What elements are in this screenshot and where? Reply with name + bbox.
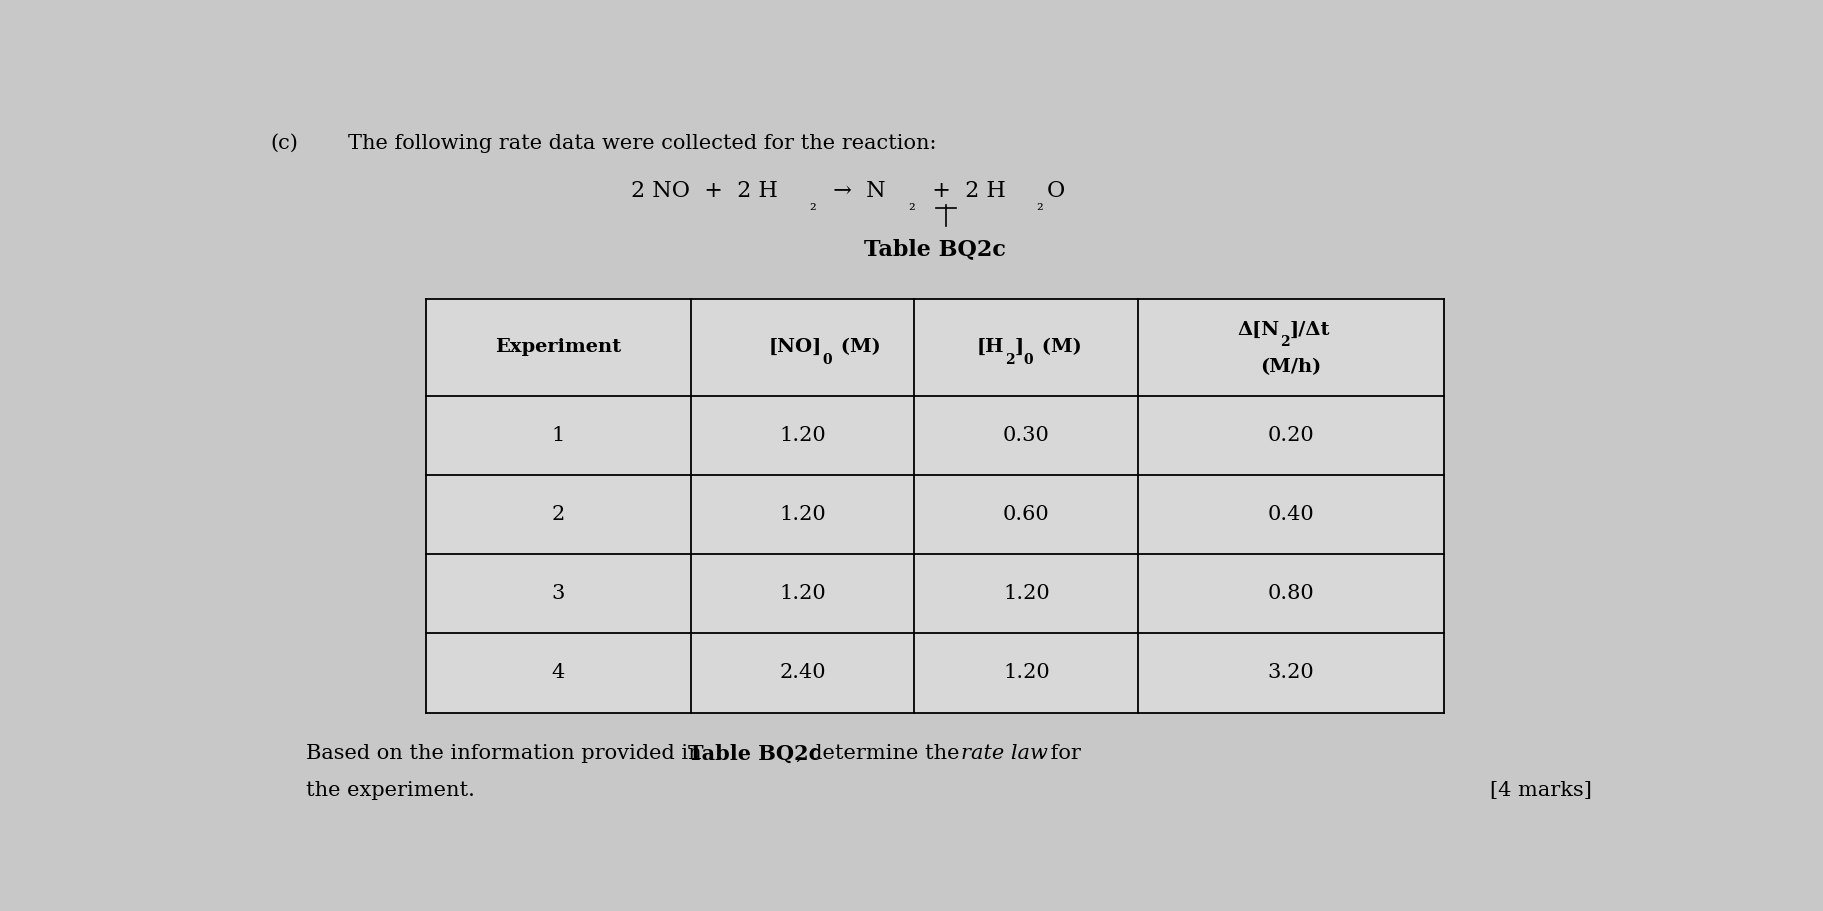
Text: 1.20: 1.20: [778, 506, 826, 524]
Text: Experiment: Experiment: [494, 338, 622, 356]
Text: 2: 2: [1280, 335, 1289, 350]
Text: ₂: ₂: [1035, 197, 1043, 214]
Text: 2: 2: [1004, 353, 1014, 367]
Bar: [913, 299, 1138, 396]
Bar: [1138, 476, 1444, 554]
Text: (M): (M): [1034, 338, 1081, 356]
Text: ₂: ₂: [809, 197, 815, 214]
Bar: [1138, 396, 1444, 476]
Text: O: O: [1046, 180, 1065, 202]
Bar: [427, 299, 691, 396]
Text: , determine the: , determine the: [795, 744, 966, 763]
Bar: [427, 396, 691, 476]
Text: 0.30: 0.30: [1003, 426, 1050, 445]
Bar: [691, 554, 913, 633]
Text: Based on the information provided in: Based on the information provided in: [306, 744, 707, 763]
Text: (M/h): (M/h): [1260, 358, 1322, 376]
Text: 1.20: 1.20: [1003, 584, 1050, 603]
Text: 1.20: 1.20: [778, 584, 826, 603]
Text: 2 NO  +  2 H: 2 NO + 2 H: [631, 180, 777, 202]
Text: 0.60: 0.60: [1003, 506, 1050, 524]
Text: the experiment.: the experiment.: [306, 782, 474, 801]
Text: 0.80: 0.80: [1267, 584, 1314, 603]
Bar: [1138, 633, 1444, 712]
Text: The following rate data were collected for the reaction:: The following rate data were collected f…: [348, 134, 937, 153]
Text: 2.40: 2.40: [778, 663, 826, 682]
Text: 3: 3: [551, 584, 565, 603]
Text: 4: 4: [551, 663, 565, 682]
Text: 3.20: 3.20: [1267, 663, 1314, 682]
Text: [NO]: [NO]: [767, 338, 822, 356]
Bar: [691, 396, 913, 476]
Text: Δ[N: Δ[N: [1236, 321, 1278, 339]
Text: ₂: ₂: [908, 197, 913, 214]
Bar: [427, 633, 691, 712]
Text: ]: ]: [1015, 338, 1025, 356]
Text: 1.20: 1.20: [778, 426, 826, 445]
Text: +  2 H: + 2 H: [917, 180, 1004, 202]
Bar: [427, 476, 691, 554]
Bar: [1138, 299, 1444, 396]
Bar: [691, 476, 913, 554]
Bar: [691, 633, 913, 712]
Text: →  N: → N: [819, 180, 884, 202]
Text: 0: 0: [1023, 353, 1032, 367]
Text: (M): (M): [833, 338, 881, 356]
Bar: [691, 299, 913, 396]
Bar: [1138, 554, 1444, 633]
Text: ]/Δt: ]/Δt: [1289, 321, 1329, 339]
Text: 0.20: 0.20: [1267, 426, 1314, 445]
Text: (c): (c): [270, 134, 299, 153]
Text: 0.40: 0.40: [1267, 506, 1314, 524]
Text: [H: [H: [977, 338, 1004, 356]
Text: for: for: [1043, 744, 1079, 763]
Text: 1.20: 1.20: [1003, 663, 1050, 682]
Text: Table BQ2c: Table BQ2c: [864, 239, 1004, 261]
Bar: [913, 554, 1138, 633]
Bar: [913, 633, 1138, 712]
Text: 2: 2: [551, 506, 565, 524]
Text: rate law: rate law: [961, 744, 1048, 763]
Text: 1: 1: [551, 426, 565, 445]
Bar: [427, 554, 691, 633]
Bar: [913, 476, 1138, 554]
Text: Table BQ2c: Table BQ2c: [687, 744, 820, 764]
Text: 0: 0: [822, 353, 831, 367]
Bar: [913, 396, 1138, 476]
Text: [4 marks]: [4 marks]: [1489, 782, 1591, 801]
